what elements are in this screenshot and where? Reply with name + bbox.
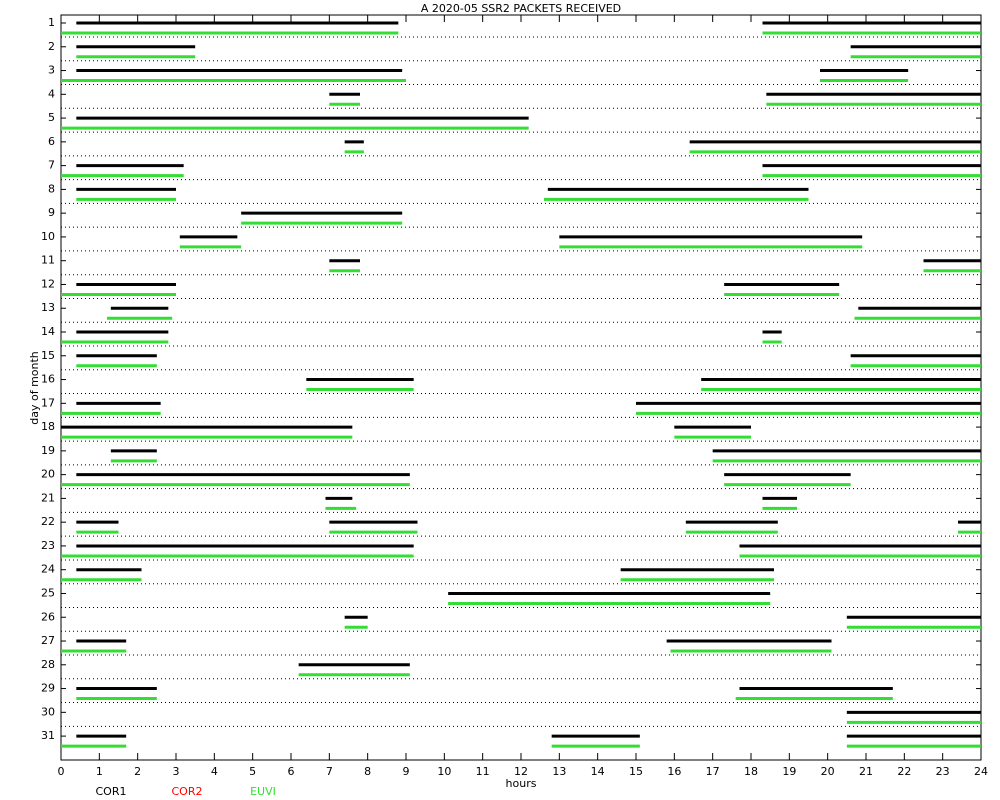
y-tick-label: 31 <box>41 729 55 742</box>
x-tick-label: 18 <box>744 765 758 778</box>
y-tick-label: 17 <box>41 396 55 409</box>
x-tick-label: 17 <box>706 765 720 778</box>
y-tick-label: 11 <box>41 254 55 267</box>
x-tick-label: 13 <box>552 765 566 778</box>
x-tick-label: 14 <box>591 765 605 778</box>
y-tick-label: 8 <box>48 182 55 195</box>
y-tick-label: 28 <box>41 658 55 671</box>
chart-title: A 2020-05 SSR2 PACKETS RECEIVED <box>421 2 621 15</box>
x-tick-label: 12 <box>514 765 528 778</box>
y-tick-label: 15 <box>41 349 55 362</box>
x-tick-label: 2 <box>134 765 141 778</box>
y-tick-label: 22 <box>41 515 55 528</box>
y-tick-label: 23 <box>41 539 55 552</box>
x-tick-label: 11 <box>476 765 490 778</box>
legend-label: EUVI <box>250 785 276 798</box>
x-tick-label: 24 <box>974 765 988 778</box>
x-axis-label: hours <box>506 777 537 790</box>
y-tick-label: 25 <box>41 586 55 599</box>
x-tick-label: 15 <box>629 765 643 778</box>
y-tick-label: 12 <box>41 277 55 290</box>
x-tick-label: 19 <box>782 765 796 778</box>
x-tick-label: 5 <box>249 765 256 778</box>
x-tick-label: 9 <box>403 765 410 778</box>
y-tick-label: 16 <box>41 373 55 386</box>
y-tick-label: 6 <box>48 135 55 148</box>
y-tick-label: 5 <box>48 111 55 124</box>
y-tick-label: 20 <box>41 468 55 481</box>
y-tick-label: 13 <box>41 301 55 314</box>
x-tick-label: 7 <box>326 765 333 778</box>
x-tick-label: 8 <box>364 765 371 778</box>
x-tick-label: 1 <box>96 765 103 778</box>
y-tick-label: 29 <box>41 682 55 695</box>
y-tick-label: 1 <box>48 16 55 29</box>
y-tick-label: 14 <box>41 325 55 338</box>
y-tick-label: 24 <box>41 563 55 576</box>
x-tick-label: 23 <box>936 765 950 778</box>
y-tick-label: 30 <box>41 705 55 718</box>
y-tick-label: 2 <box>48 40 55 53</box>
x-tick-label: 22 <box>897 765 911 778</box>
x-tick-label: 21 <box>859 765 873 778</box>
x-tick-label: 0 <box>58 765 65 778</box>
x-tick-label: 6 <box>288 765 295 778</box>
x-tick-label: 10 <box>437 765 451 778</box>
y-tick-label: 9 <box>48 206 55 219</box>
y-tick-label: 10 <box>41 230 55 243</box>
y-axis-label: day of month <box>28 351 41 425</box>
y-tick-label: 21 <box>41 491 55 504</box>
x-tick-label: 4 <box>211 765 218 778</box>
y-tick-label: 7 <box>48 159 55 172</box>
y-tick-label: 3 <box>48 64 55 77</box>
x-tick-label: 3 <box>173 765 180 778</box>
y-tick-label: 27 <box>41 634 55 647</box>
y-tick-label: 26 <box>41 610 55 623</box>
y-tick-label: 4 <box>48 87 55 100</box>
legend-label: COR2 <box>172 785 203 798</box>
y-tick-label: 19 <box>41 444 55 457</box>
x-tick-label: 16 <box>667 765 681 778</box>
y-tick-label: 18 <box>41 420 55 433</box>
x-tick-label: 20 <box>821 765 835 778</box>
legend-label: COR1 <box>96 785 127 798</box>
